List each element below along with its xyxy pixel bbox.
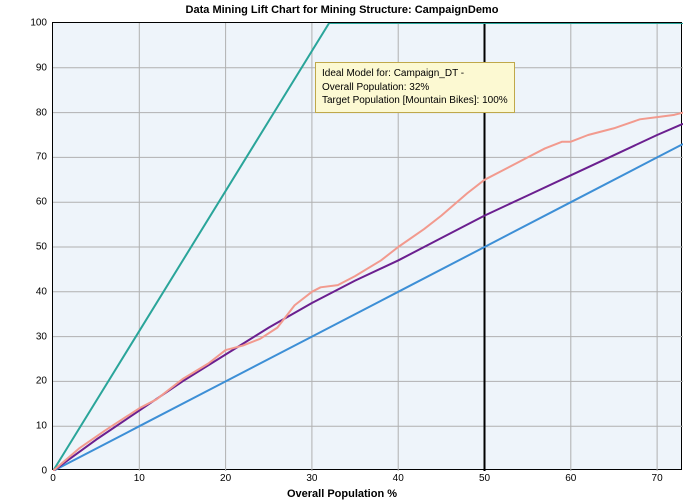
y-tick: 100 <box>30 18 53 29</box>
y-tick: 60 <box>36 197 53 208</box>
x-tick: 50 <box>479 469 490 484</box>
y-tick: 0 <box>41 466 53 477</box>
y-tick: 90 <box>36 62 53 73</box>
y-tick: 10 <box>36 421 53 432</box>
series-model-a <box>53 124 683 471</box>
x-axis-label: Overall Population % <box>0 488 684 500</box>
x-tick: 60 <box>565 469 576 484</box>
y-tick: 80 <box>36 107 53 118</box>
tooltip-line: Ideal Model for: Campaign_DT - <box>322 67 508 81</box>
y-tick: 40 <box>36 286 53 297</box>
x-tick: 30 <box>306 469 317 484</box>
x-tick: 10 <box>134 469 145 484</box>
tooltip-line: Target Population [Mountain Bikes]: 100% <box>322 94 508 108</box>
x-tick: 70 <box>652 469 663 484</box>
y-tick: 30 <box>36 331 53 342</box>
x-tick: 40 <box>393 469 404 484</box>
x-tick: 20 <box>220 469 231 484</box>
chart-title: Data Mining Lift Chart for Mining Struct… <box>0 4 684 16</box>
y-tick: 20 <box>36 376 53 387</box>
tooltip: Ideal Model for: Campaign_DT - Overall P… <box>315 62 515 113</box>
y-tick: 70 <box>36 152 53 163</box>
y-tick: 50 <box>36 242 53 253</box>
tooltip-line: Overall Population: 32% <box>322 81 508 95</box>
series-random <box>53 144 683 471</box>
lift-chart: Data Mining Lift Chart for Mining Struct… <box>0 0 684 502</box>
